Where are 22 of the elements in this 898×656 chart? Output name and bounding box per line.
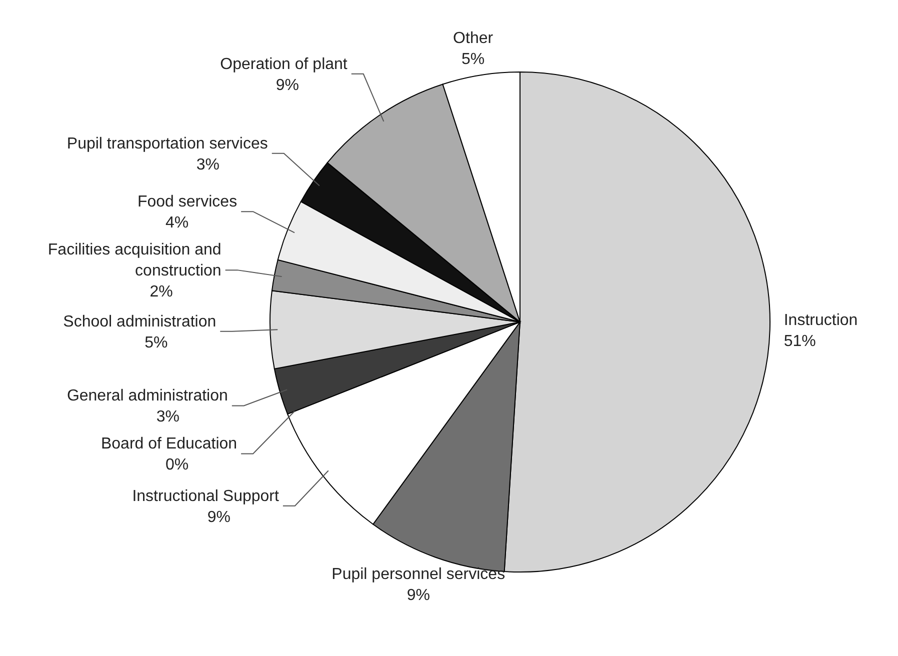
slice-label: General administration <box>66 388 228 405</box>
data-label: 5% <box>462 51 485 68</box>
slice-label: Other <box>453 30 494 48</box>
slice-label: Pupil transportation services <box>66 135 268 152</box>
data-label: 3% <box>156 408 180 426</box>
slice-label: School administration <box>63 313 216 330</box>
data-label: 51% <box>784 333 816 350</box>
slice-label: Operation of plant <box>220 56 348 73</box>
data-label: 3% <box>196 156 220 174</box>
data-label: 9% <box>207 508 231 526</box>
data-label: 2% <box>150 284 173 301</box>
data-label: 9% <box>276 76 299 94</box>
category-label: Board of Education <box>100 436 238 453</box>
slice-label: Food services <box>137 194 238 211</box>
data-label: 9% <box>406 587 430 604</box>
slice-label: Pupil personnel services <box>332 566 506 584</box>
slice-label: Instructional Support <box>132 488 280 505</box>
data-label: 5% <box>144 334 168 352</box>
slice-label: Facilities acquisition and construction <box>48 242 222 280</box>
slice-label: Instruction <box>784 312 858 330</box>
text: 0% <box>166 456 189 474</box>
data-label: 4% <box>166 214 189 232</box>
